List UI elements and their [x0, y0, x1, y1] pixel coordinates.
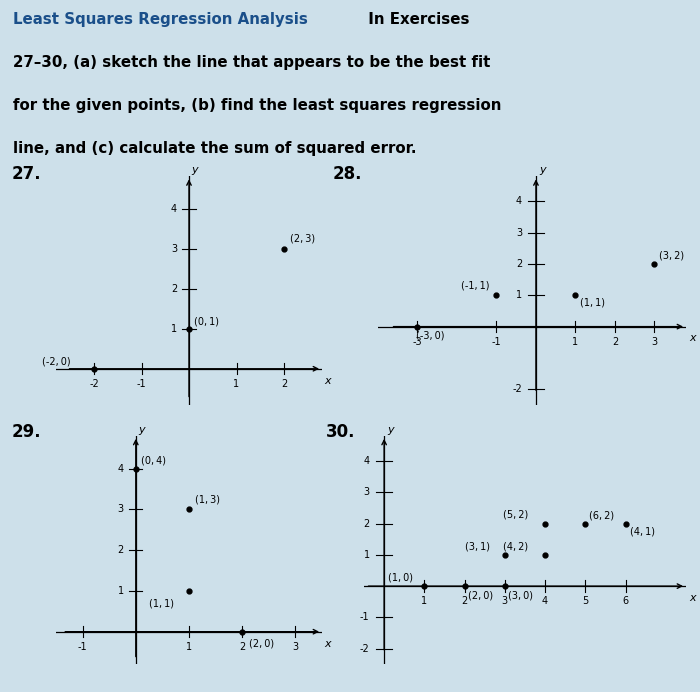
- Text: 27.: 27.: [12, 165, 41, 183]
- Text: 1: 1: [421, 597, 428, 606]
- Text: x: x: [689, 334, 696, 343]
- Text: for the given points, (b) find the least squares regression: for the given points, (b) find the least…: [13, 98, 501, 113]
- Text: (1, 1): (1, 1): [149, 598, 174, 608]
- Text: Least Squares Regression Analysis: Least Squares Regression Analysis: [13, 12, 307, 26]
- Text: 1: 1: [186, 642, 192, 652]
- Text: 6: 6: [622, 597, 629, 606]
- Text: -1: -1: [360, 612, 370, 622]
- Text: 28.: 28.: [332, 165, 362, 183]
- Text: (-1, 1): (-1, 1): [461, 281, 489, 291]
- Text: 3: 3: [516, 228, 522, 238]
- Text: 5: 5: [582, 597, 589, 606]
- Text: 2: 2: [171, 284, 177, 293]
- Text: 3: 3: [293, 642, 298, 652]
- Text: 1: 1: [233, 379, 239, 389]
- Text: 4: 4: [171, 203, 177, 214]
- Text: -2: -2: [360, 644, 370, 654]
- Text: (3, 0): (3, 0): [508, 590, 533, 600]
- Text: x: x: [325, 639, 331, 648]
- Text: y: y: [192, 165, 198, 175]
- Text: x: x: [690, 593, 696, 603]
- Text: 2: 2: [461, 597, 468, 606]
- Text: -2: -2: [512, 384, 522, 394]
- Text: -1: -1: [491, 337, 501, 347]
- Text: 1: 1: [573, 337, 578, 347]
- Text: 2: 2: [118, 545, 124, 555]
- Text: line, and (c) calculate the sum of squared error.: line, and (c) calculate the sum of squar…: [13, 141, 416, 156]
- Text: -2: -2: [89, 379, 99, 389]
- Text: (3, 1): (3, 1): [465, 542, 489, 552]
- Text: (-2, 0): (-2, 0): [42, 357, 71, 367]
- Text: 3: 3: [651, 337, 657, 347]
- Text: (1, 0): (1, 0): [388, 573, 413, 583]
- Text: 2: 2: [239, 642, 245, 652]
- Text: 3: 3: [363, 487, 370, 498]
- Text: (5, 2): (5, 2): [503, 510, 528, 520]
- Text: In Exercises: In Exercises: [363, 12, 469, 26]
- Text: (0, 1): (0, 1): [194, 317, 218, 327]
- Text: 4: 4: [118, 464, 124, 473]
- Text: -1: -1: [136, 379, 146, 389]
- Text: 1: 1: [118, 586, 124, 596]
- Text: 4: 4: [516, 197, 522, 206]
- Text: (4, 2): (4, 2): [503, 541, 528, 551]
- Text: (2, 0): (2, 0): [248, 639, 274, 649]
- Text: 1: 1: [516, 291, 522, 300]
- Text: 30.: 30.: [326, 424, 355, 441]
- Text: y: y: [387, 425, 394, 435]
- Text: (0, 4): (0, 4): [141, 455, 166, 465]
- Text: (4, 1): (4, 1): [631, 527, 655, 537]
- Text: (-3, 0): (-3, 0): [416, 331, 444, 340]
- Text: 4: 4: [363, 456, 370, 466]
- Text: 3: 3: [171, 244, 177, 253]
- Text: 1: 1: [363, 550, 370, 560]
- Text: 3: 3: [502, 597, 508, 606]
- Text: (1, 1): (1, 1): [580, 298, 606, 307]
- Text: (1, 3): (1, 3): [195, 495, 220, 504]
- Text: -3: -3: [413, 337, 422, 347]
- Text: (2, 0): (2, 0): [468, 590, 493, 600]
- Text: 2: 2: [612, 337, 618, 347]
- Text: (6, 2): (6, 2): [589, 511, 615, 520]
- Text: 29.: 29.: [12, 424, 41, 441]
- Text: x: x: [325, 376, 331, 385]
- Text: -1: -1: [78, 642, 88, 652]
- Text: 27–30, (a) sketch the line that appears to be the best fit: 27–30, (a) sketch the line that appears …: [13, 55, 490, 70]
- Text: 2: 2: [281, 379, 287, 389]
- Text: (2, 3): (2, 3): [290, 234, 315, 244]
- Text: (3, 2): (3, 2): [659, 251, 685, 260]
- Text: 3: 3: [118, 504, 124, 514]
- Text: y: y: [139, 425, 145, 435]
- Text: 1: 1: [171, 324, 177, 334]
- Text: 4: 4: [542, 597, 548, 606]
- Text: 2: 2: [363, 518, 370, 529]
- Text: y: y: [539, 165, 546, 175]
- Text: 2: 2: [516, 259, 522, 269]
